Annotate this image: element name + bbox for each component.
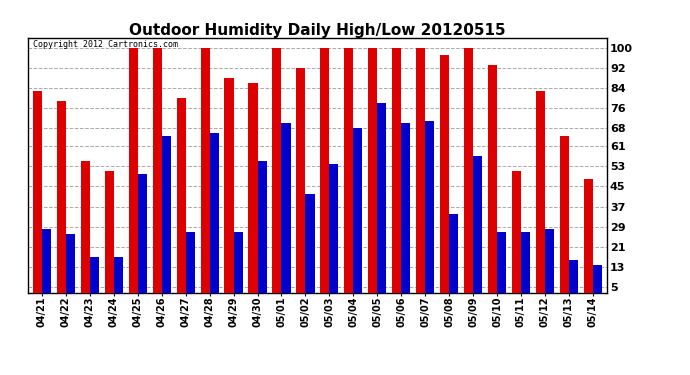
Bar	[560, 136, 569, 300]
Bar	[42, 230, 51, 300]
Bar	[440, 55, 449, 300]
Bar	[33, 90, 42, 300]
Bar	[569, 260, 578, 300]
Bar	[90, 257, 99, 300]
Bar	[105, 171, 114, 300]
Text: Outdoor Humidity Daily High/Low 20120515: Outdoor Humidity Daily High/Low 20120515	[129, 22, 506, 38]
Bar	[584, 179, 593, 300]
Bar	[161, 136, 171, 300]
Bar	[234, 232, 243, 300]
Bar	[416, 48, 425, 300]
Bar	[425, 121, 434, 300]
Bar	[488, 65, 497, 300]
Bar	[210, 134, 219, 300]
Bar	[392, 48, 401, 300]
Bar	[186, 232, 195, 300]
Bar	[273, 48, 282, 300]
Bar	[114, 257, 123, 300]
Bar	[329, 164, 339, 300]
Bar	[473, 156, 482, 300]
Bar	[536, 90, 545, 300]
Bar	[66, 234, 75, 300]
Bar	[368, 48, 377, 300]
Bar	[128, 48, 138, 300]
Bar	[248, 83, 257, 300]
Bar	[57, 100, 66, 300]
Bar	[224, 78, 234, 300]
Bar	[353, 128, 362, 300]
Bar	[138, 174, 147, 300]
Bar	[545, 230, 554, 300]
Bar	[306, 194, 315, 300]
Bar	[257, 161, 266, 300]
Bar	[81, 161, 90, 300]
Bar	[464, 48, 473, 300]
Bar	[512, 171, 521, 300]
Bar	[152, 48, 161, 300]
Bar	[282, 123, 290, 300]
Bar	[497, 232, 506, 300]
Bar	[320, 48, 329, 300]
Bar	[521, 232, 530, 300]
Bar	[593, 265, 602, 300]
Bar	[201, 48, 210, 300]
Bar	[344, 48, 353, 300]
Bar	[177, 98, 186, 300]
Bar	[296, 68, 306, 300]
Bar	[401, 123, 411, 300]
Bar	[449, 214, 458, 300]
Text: Copyright 2012 Cartronics.com: Copyright 2012 Cartronics.com	[33, 40, 179, 49]
Bar	[377, 103, 386, 300]
